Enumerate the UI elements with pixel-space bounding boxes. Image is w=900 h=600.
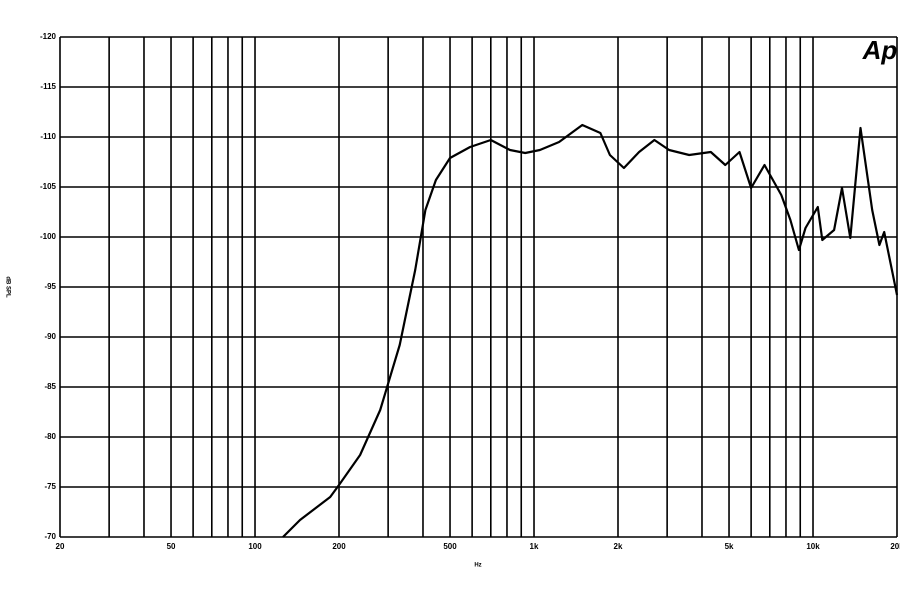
x-tick-label: 20	[56, 542, 65, 551]
y-axis-label: dB SPL	[4, 276, 10, 298]
y-tick-label: -100	[40, 232, 57, 241]
x-tick-label: 50	[167, 542, 176, 551]
x-tick-label: 20k	[890, 542, 900, 551]
y-tick-label: -90	[44, 332, 56, 341]
y-tick-label: -95	[44, 282, 56, 291]
x-tick-label: 10k	[806, 542, 820, 551]
x-tick-label: 1k	[530, 542, 539, 551]
y-tick-label: -105	[40, 182, 57, 191]
y-tick-label: -70	[44, 532, 56, 541]
x-axis-label: Hz	[474, 563, 481, 569]
brand-logo: Ap	[862, 35, 898, 65]
x-tick-label: 500	[443, 542, 457, 551]
y-tick-label: -110	[40, 132, 56, 141]
y-tick-label: -120	[40, 32, 57, 41]
response-curve	[282, 123, 899, 538]
x-tick-label: 2k	[614, 542, 623, 551]
y-tick-label: -80	[44, 432, 56, 441]
x-tick-label: 5k	[725, 542, 734, 551]
y-tick-label: -75	[44, 482, 56, 491]
y-tick-label: -85	[44, 382, 56, 391]
y-tick-label: -115	[40, 82, 56, 91]
x-tick-label: 200	[332, 542, 346, 551]
x-tick-label: 100	[248, 542, 262, 551]
